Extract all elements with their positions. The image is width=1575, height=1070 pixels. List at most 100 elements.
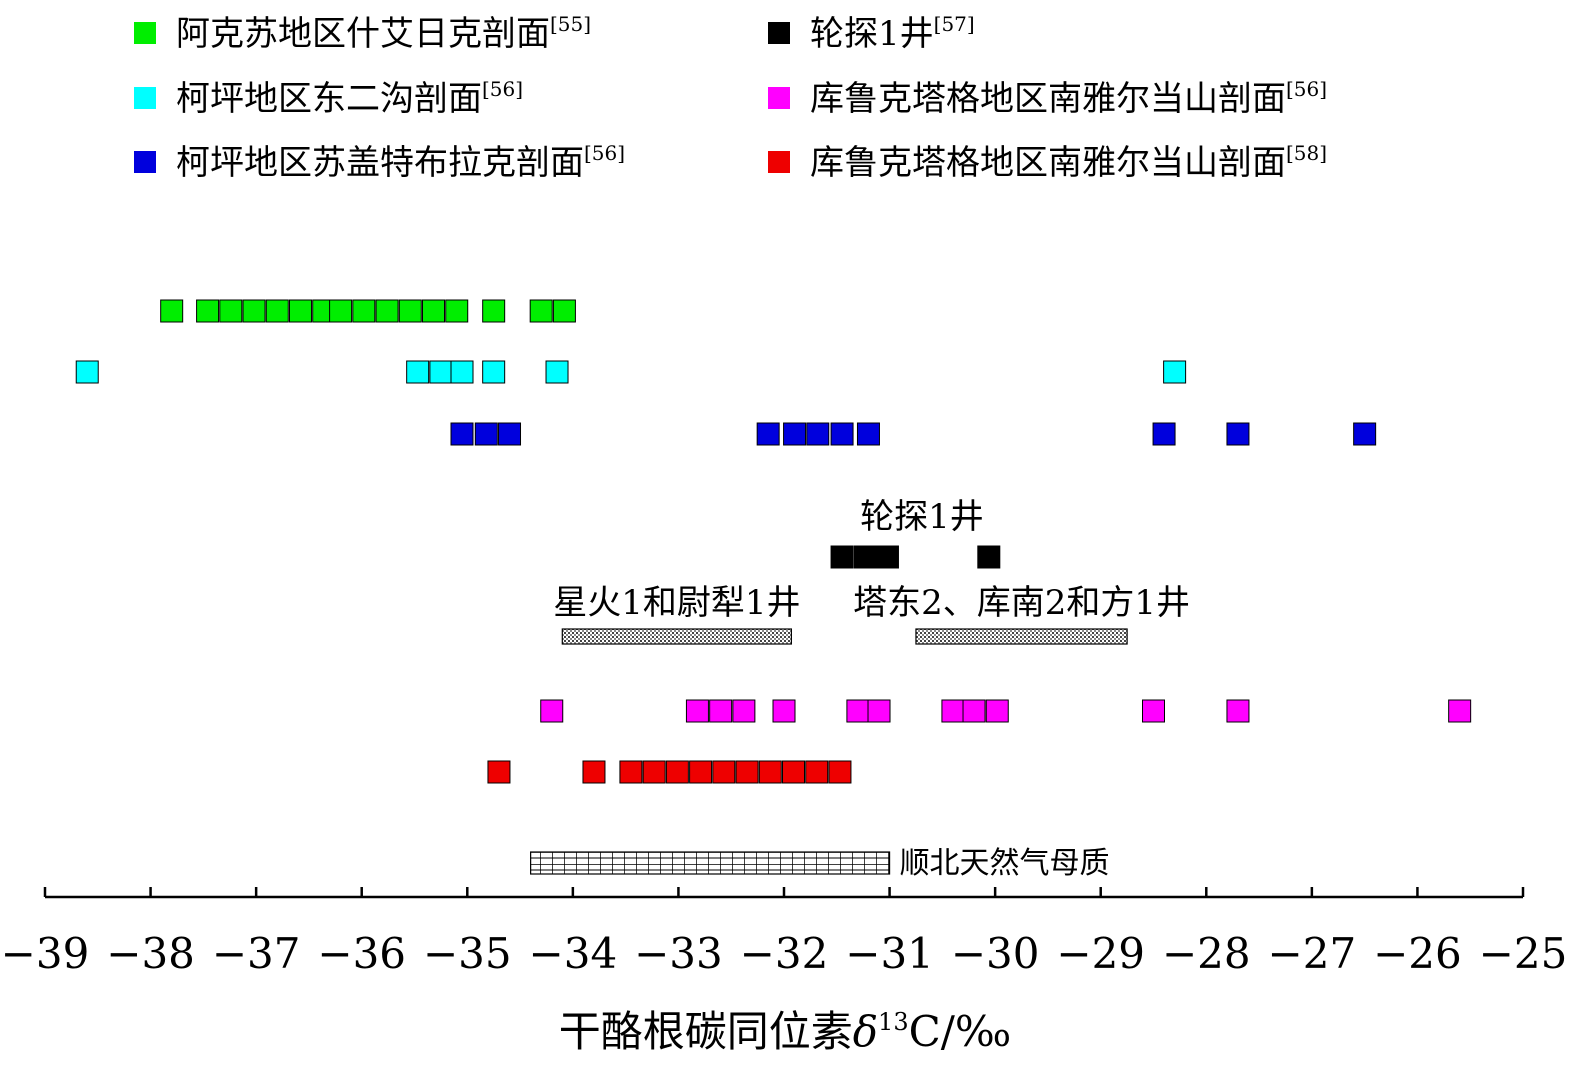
legend-swatch [134,87,156,109]
legend-entry: 阿克苏地区什艾日克剖面[55] [134,12,591,54]
data-point [782,760,806,784]
series-5 [540,699,1472,723]
data-point [482,299,506,323]
x-tick-label: −25 [1479,929,1568,978]
data-point [487,760,511,784]
legend-label: 阿克苏地区什艾日克剖面[55] [176,12,591,54]
series-3 [450,422,1377,446]
data-point [732,699,756,723]
range-label: 塔东2、库南2和方1井 [853,583,1190,623]
legend-ref: [58] [1286,141,1327,165]
data-point [846,699,870,723]
data-point [1448,699,1472,723]
data-point [619,760,643,784]
legend-ref: [56] [584,141,625,165]
data-point [985,699,1009,723]
x-axis-title: 干酪根碳同位素δ13C/‰ [559,1007,1012,1056]
data-point [242,299,266,323]
legend: 阿克苏地区什艾日克剖面[55] 轮探1井[57] 柯坪地区东二沟剖面[56] 库鲁克塔… [134,12,1327,183]
legend-swatch [768,87,790,109]
legend-swatch [768,22,790,44]
data-point [867,699,891,723]
x-tick-label: −29 [1056,929,1145,978]
data-point [1163,360,1187,384]
x-tick-label: −26 [1373,929,1462,978]
legend-swatch [134,151,156,173]
range-rect [915,628,1128,645]
data-point [772,699,796,723]
legend-label: 轮探1井[57] [810,12,975,54]
data-point [429,360,453,384]
annotation-label: 轮探1井 [860,497,984,537]
data-point [685,699,709,723]
data-point [830,545,854,569]
legend-entry: 库鲁克塔格地区南雅尔当山剖面[56] [768,77,1327,119]
legend-ref: [57] [934,12,975,36]
x-tick-label: −32 [740,929,829,978]
data-point [1353,422,1377,446]
legend-swatch [134,22,156,44]
range-bar: 顺北天然气母质 [530,846,1110,881]
range-rect [530,851,891,875]
series-layer [75,299,1472,784]
data-point [540,699,564,723]
x-tick-label: −35 [423,929,512,978]
data-point [482,360,506,384]
data-point [498,422,522,446]
data-point [1142,699,1165,723]
data-point [219,299,243,323]
data-point [758,760,782,784]
data-point [329,299,353,323]
x-tick-label: −36 [317,929,406,978]
legend-ref: [56] [482,77,523,101]
data-point [875,545,899,569]
data-point [806,422,830,446]
range-rect [561,628,792,645]
x-tick-label: −31 [845,929,934,978]
data-point [856,422,880,446]
data-point [1226,422,1250,446]
data-point [529,299,553,323]
data-point [582,760,606,784]
data-point [805,760,829,784]
legend-entry: 柯坪地区苏盖特布拉克剖面[56] [134,141,625,183]
data-point [756,422,780,446]
data-point [160,299,184,323]
data-point [196,299,220,323]
legend-ref: [56] [1286,77,1327,101]
data-point [735,760,759,784]
range-label: 星火1和尉犁1井 [553,583,800,623]
legend-label: 柯坪地区苏盖特布拉克剖面[56] [176,141,625,183]
series-2 [75,360,1187,384]
range-bar: 塔东2、库南2和方1井 [853,583,1190,645]
x-tick-label: −33 [634,929,723,978]
data-point [1152,422,1176,446]
range-bar: 星火1和尉犁1井 [553,583,800,645]
data-point [853,545,877,569]
legend-swatch [768,151,790,173]
x-axis: −39 −38 −37 −36 −35 −34 −33 −32 −31 −30 −29 −28 −27−… [1,887,1568,1056]
legend-entry: 轮探1井[57] [768,12,975,54]
annotation-layer: 轮探1井 [860,497,984,537]
data-point [474,422,498,446]
data-point [828,760,852,784]
series-1 [160,299,576,323]
data-point [665,760,689,784]
data-point [709,699,733,723]
data-point [288,299,312,323]
data-point [689,760,713,784]
data-point [830,422,854,446]
series-4 [830,545,1001,569]
data-point [398,299,422,323]
data-point [450,360,474,384]
data-point [265,299,289,323]
data-point [712,760,736,784]
data-point [545,360,569,384]
x-tick-label: −27 [1268,929,1357,978]
data-point [783,422,807,446]
data-point [450,422,474,446]
legend-label: 库鲁克塔格地区南雅尔当山剖面[56] [810,77,1327,119]
range-label: 顺北天然气母质 [900,846,1110,881]
